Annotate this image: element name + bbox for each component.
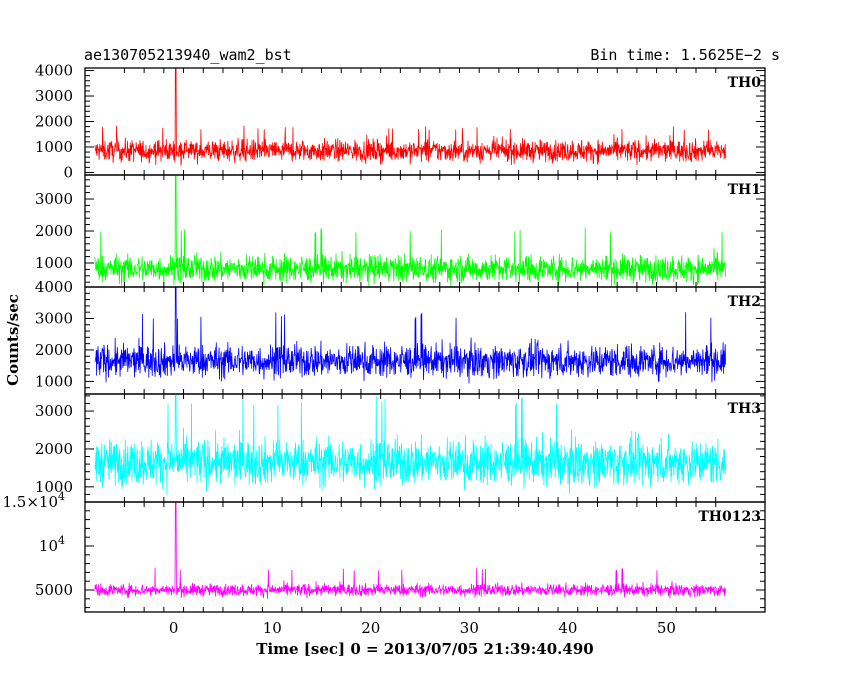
y-tick-label: 2000 [35,341,73,359]
series-th3 [94,394,726,495]
y-tick-label: 1000 [35,254,73,272]
y-tick-label: 104 [39,534,65,555]
y-tick-label: 1000 [35,478,73,496]
panel-th2: TH2 1000 2000 3000 4000 [35,278,766,395]
y-tick-label: 3000 [35,309,73,327]
panel-th3: TH3 1000 2000 3000 [35,393,766,503]
y-tick-label: 1000 [35,138,73,156]
y-tick-label: 5000 [35,581,73,599]
y-tick-label: 2000 [35,440,73,458]
y-tick-label: 4000 [35,62,73,80]
y-tick-label: 0 [63,163,73,181]
x-tick-label: 30 [460,619,479,637]
panel-th0123: TH0123 5000 104 1.5×104 [2,490,766,613]
y-axis-label: Counts/sec [4,294,22,386]
series-th0 [94,68,726,166]
panel-frame [84,501,766,613]
x-tick-label: 40 [558,619,577,637]
y-tick-label: 3000 [35,190,73,208]
y-tick-label: 4000 [35,278,73,296]
panel-label: TH0123 [698,509,761,525]
panel-frame [84,286,766,395]
x-axis-label: Time [sec] 0 = 2013/07/05 21:39:40.490 [256,640,593,658]
y-tick-label: 3000 [35,87,73,105]
panel-th0: TH0 0 1000 2000 3000 4000 [35,62,766,181]
y-tick-label: 1.5×104 [2,490,65,511]
x-tick-label: 20 [361,619,380,637]
panel-label: TH0 [728,75,762,91]
panel-frame [84,67,766,176]
bin-time-label: Bin time: 1.5625E−2 s [590,46,780,64]
y-tick-label: 1000 [35,372,73,390]
series-th2 [94,287,726,384]
panels: TH0 0 1000 2000 3000 4000 TH1 1000 2000 3000 TH2 10… [2,62,766,613]
panel-th1: TH1 1000 2000 3000 [35,174,766,288]
x-tick-label: 50 [657,619,676,637]
x-tick-label: 0 [169,619,179,637]
y-tick-label: 2000 [35,113,73,131]
series-th0123 [94,502,726,599]
y-tick-label: 2000 [35,222,73,240]
series-th1 [94,175,726,287]
x-tick-label: 10 [263,619,282,637]
panel-label: TH2 [728,294,761,310]
panel-label: TH1 [728,182,761,198]
y-tick-label: 3000 [35,402,73,420]
x-axis-ticks: 0 10 20 30 40 50 [169,619,676,637]
panel-label: TH3 [728,401,761,417]
chart-title: ae130705213940_wam2_bst [84,46,292,64]
